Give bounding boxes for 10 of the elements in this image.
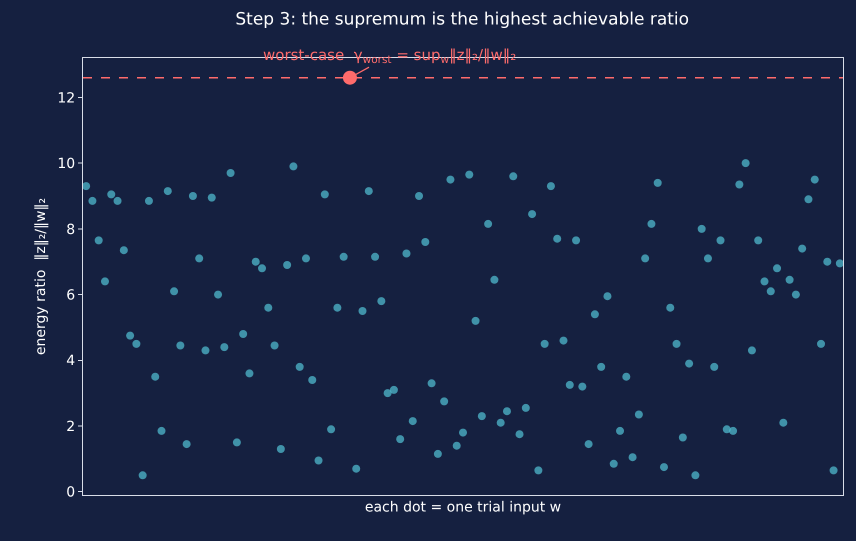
y-tick-label: 0 (66, 484, 76, 501)
y-axis-title: energy ratio ‖z‖₂/‖w‖₂ (32, 198, 49, 356)
y-tick-label: 8 (66, 222, 76, 238)
x-axis-title: each dot = one trial input w (364, 499, 562, 516)
y-tick-label: 6 (66, 287, 76, 304)
y-tick-label: 12 (57, 90, 76, 106)
y-tick-label: 4 (66, 353, 76, 370)
y-tick-label: 10 (57, 156, 76, 172)
chart-title: Step 3: the supremum is the highest achievable ratio (235, 9, 690, 30)
y-tick-label: 2 (66, 418, 76, 435)
